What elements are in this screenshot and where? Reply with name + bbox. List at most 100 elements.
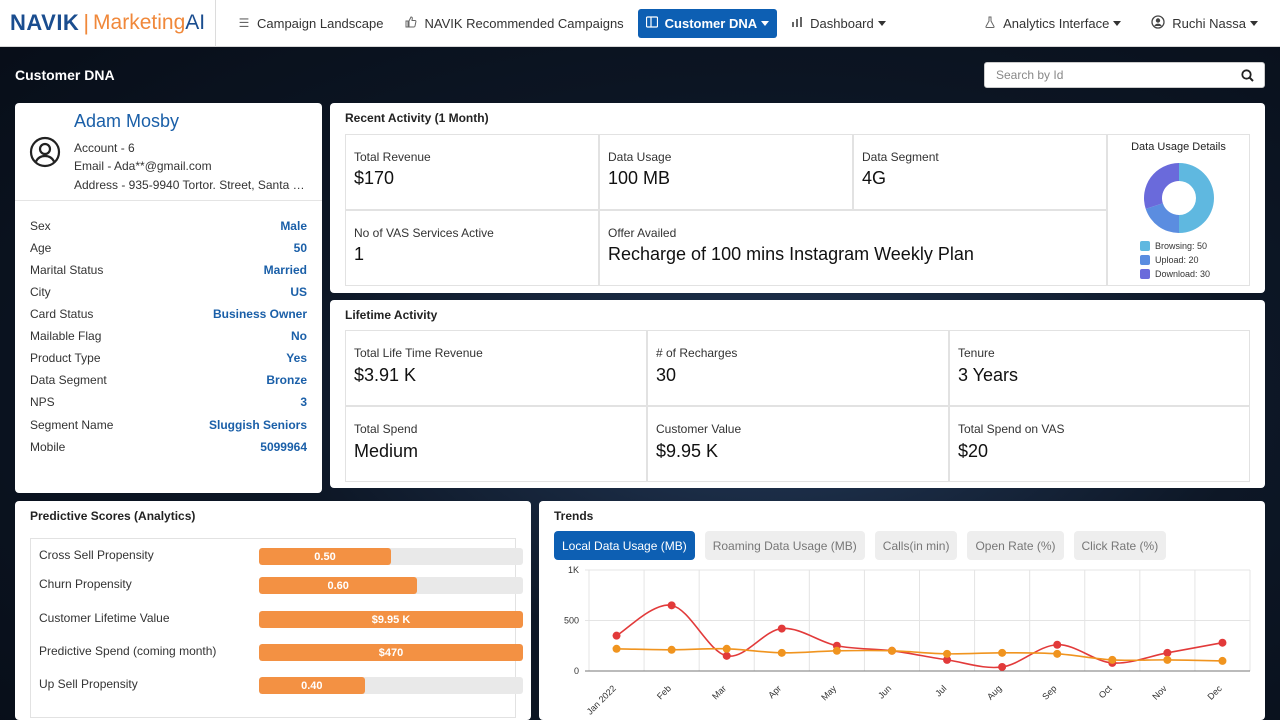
lifetime-cell-value: Medium xyxy=(354,441,419,461)
total-revenue-value: $170 xyxy=(354,168,395,188)
series-point[interactable] xyxy=(998,648,1007,657)
lifetime-cell-value: $9.95 K xyxy=(656,441,719,461)
series-point[interactable] xyxy=(1218,656,1227,665)
tab-roaming-data-usage[interactable]: Roaming Data Usage (MB) xyxy=(704,531,865,560)
series-point[interactable] xyxy=(832,646,841,655)
search-icon[interactable] xyxy=(1230,63,1264,87)
offer-label: Offer Availed xyxy=(608,226,677,240)
x-tick-label: Sep xyxy=(1040,683,1058,701)
y-tick-label: 0 xyxy=(574,666,579,676)
attr-value: US xyxy=(290,285,307,299)
trends-title: Trends xyxy=(554,509,594,523)
nav-dashboard[interactable]: Dashboard xyxy=(783,9,894,38)
attr-key: Mobile xyxy=(30,440,66,454)
user-menu[interactable]: Ruchi Nassa xyxy=(1143,9,1266,38)
attr-value: Male xyxy=(280,219,307,233)
customer-email: Email - Ada**@gmail.com xyxy=(74,159,212,173)
nav-campaign-landscape[interactable]: ☰ Campaign Landscape xyxy=(230,9,391,38)
lifetime-cell-label: Tenure xyxy=(958,346,995,360)
lifetime-cell: # of Recharges 30 xyxy=(647,330,949,406)
lifetime-cell-value: 30 xyxy=(656,365,677,385)
series-point[interactable] xyxy=(943,655,952,664)
nav-customer-dna[interactable]: Customer DNA xyxy=(637,8,778,38)
lifetime-activity-title: Lifetime Activity xyxy=(345,308,438,322)
attr-row: Data Segment Bronze xyxy=(30,373,307,387)
tab-open-rate[interactable]: Open Rate (%) xyxy=(967,531,1064,560)
series-point[interactable] xyxy=(722,651,731,660)
search-input[interactable] xyxy=(985,64,1230,86)
series-point[interactable] xyxy=(1108,655,1117,664)
series-point[interactable] xyxy=(943,649,952,658)
lifetime-cell-value: 3 Years xyxy=(958,365,1019,385)
series-point[interactable] xyxy=(887,646,896,655)
score-bar-track: 0.50 xyxy=(259,548,523,565)
attr-value: 50 xyxy=(293,241,307,255)
series-point[interactable] xyxy=(1163,655,1172,664)
donut-slice[interactable] xyxy=(1144,163,1179,209)
y-tick-label: 500 xyxy=(564,616,579,626)
series-point[interactable] xyxy=(777,624,786,633)
chevron-down-icon xyxy=(877,20,886,26)
nav-label: Dashboard xyxy=(810,15,874,31)
score-label: Up Sell Propensity xyxy=(39,677,138,691)
series-point[interactable] xyxy=(722,644,731,653)
series-point[interactable] xyxy=(777,648,786,657)
tab-click-rate[interactable]: Click Rate (%) xyxy=(1073,531,1167,560)
tab-local-data-usage[interactable]: Local Data Usage (MB) xyxy=(554,531,695,560)
main-nav: ☰ Campaign Landscape NAVIK Recommended C… xyxy=(230,0,900,47)
top-navbar: NAVIK | Marketing AI ☰ Campaign Landscape… xyxy=(0,0,1280,47)
x-tick-label: Jan 2022 xyxy=(585,683,618,716)
series-point[interactable] xyxy=(612,644,621,653)
attr-value: Bronze xyxy=(266,373,307,387)
legend-download: Download: 30 xyxy=(1140,269,1210,279)
offer-value: Recharge of 100 mins Instagram Weekly Pl… xyxy=(608,244,974,264)
series-point[interactable] xyxy=(1053,640,1062,649)
data-segment-value: 4G xyxy=(862,168,887,188)
nav-recommended-campaigns[interactable]: NAVIK Recommended Campaigns xyxy=(397,9,631,38)
donut-title: Data Usage Details xyxy=(1131,141,1226,153)
page-title: Customer DNA xyxy=(15,67,115,83)
series-point[interactable] xyxy=(667,645,676,654)
score-bar-fill: $470 xyxy=(259,644,523,661)
attr-key: Marital Status xyxy=(30,263,104,277)
series-point[interactable] xyxy=(612,631,621,640)
attr-value: No xyxy=(291,329,307,343)
x-tick-label: Mar xyxy=(710,683,728,701)
data-segment-label: Data Segment xyxy=(862,150,939,164)
attr-key: Card Status xyxy=(30,307,94,321)
data-usage-cell: Data Usage 100 MB xyxy=(599,134,853,210)
score-bar-track: $470 xyxy=(259,644,523,661)
attr-row: NPS 3 xyxy=(30,395,307,409)
chevron-down-icon xyxy=(1250,21,1258,26)
analytics-interface-menu[interactable]: Analytics Interface xyxy=(976,9,1129,38)
logo-marketing-text: Marketing xyxy=(93,11,186,34)
list-icon: ☰ xyxy=(238,16,250,30)
tab-calls[interactable]: Calls(in min) xyxy=(874,531,958,560)
lifetime-cell-label: # of Recharges xyxy=(656,346,738,360)
series-point[interactable] xyxy=(1053,649,1062,658)
attr-value: Yes xyxy=(286,351,307,365)
x-tick-label: Aug xyxy=(985,683,1003,701)
attr-row: Segment Name Sluggish Seniors xyxy=(30,418,307,432)
legend-label: Download: 30 xyxy=(1155,269,1211,279)
donut-slice[interactable] xyxy=(1145,203,1179,233)
navik-logo[interactable]: NAVIK | Marketing AI xyxy=(0,0,216,47)
bar-chart-icon xyxy=(791,16,803,31)
lifetime-cell-label: Total Spend on VAS xyxy=(958,422,1065,436)
score-label: Customer Lifetime Value xyxy=(39,611,170,625)
chevron-down-icon xyxy=(761,20,770,26)
customer-account: Account - 6 xyxy=(74,141,135,155)
attr-key: Data Segment xyxy=(30,373,107,387)
recent-activity-card: Recent Activity (1 Month) Total Revenue … xyxy=(330,103,1265,293)
logo-navik-text: NAVIK xyxy=(10,10,80,35)
attr-key: Sex xyxy=(30,219,51,233)
attr-row: Card Status Business Owner xyxy=(30,307,307,321)
series-point[interactable] xyxy=(667,601,676,610)
series-point[interactable] xyxy=(998,662,1007,671)
lifetime-cell: Total Spend Medium xyxy=(345,406,647,482)
donut-slice[interactable] xyxy=(1179,163,1214,233)
series-point[interactable] xyxy=(1218,638,1227,647)
customer-name: Adam Mosby xyxy=(74,111,180,131)
data-usage-details: Data Usage Details Browsing: 50 Upload: … xyxy=(1107,134,1250,286)
series-point[interactable] xyxy=(1163,648,1172,657)
